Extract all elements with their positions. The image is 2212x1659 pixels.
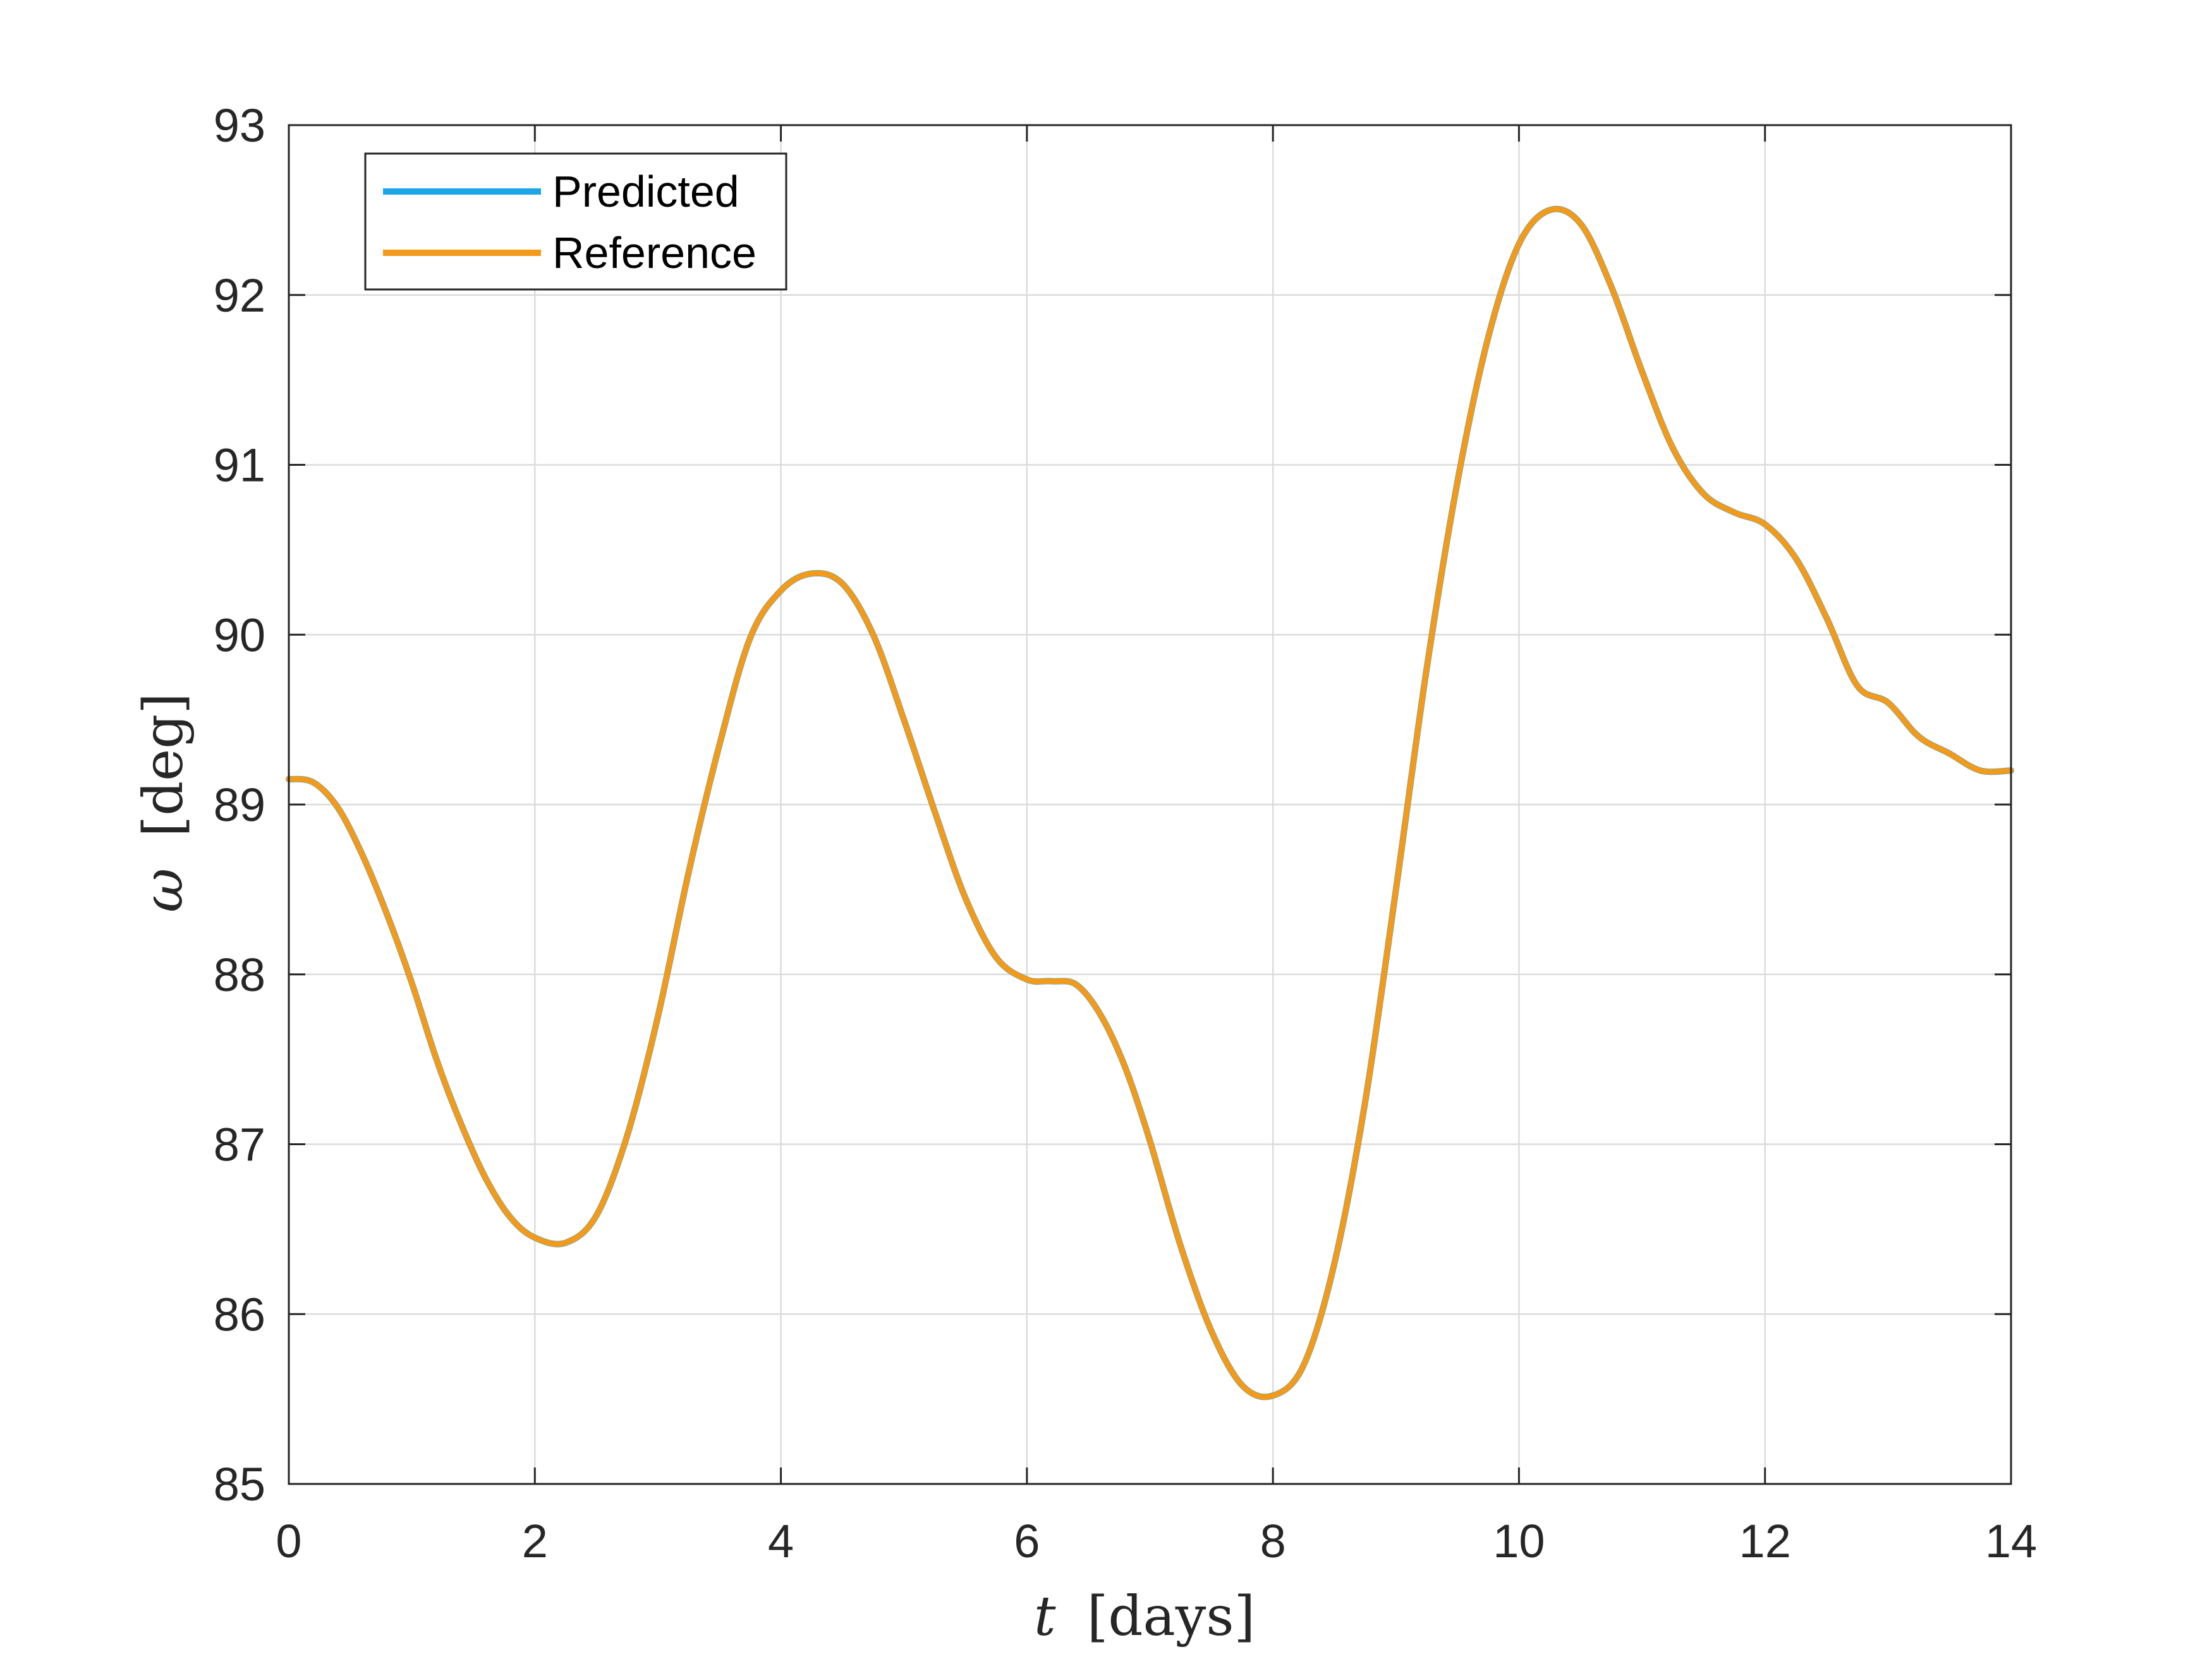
- axis-ticks: [288, 124, 2012, 1485]
- x-tick-label: 4: [768, 1515, 794, 1567]
- legend-label-predicted: Predicted: [552, 167, 739, 216]
- y-tick-label: 86: [214, 1288, 265, 1340]
- x-tick-label: 14: [1985, 1515, 2037, 1567]
- series-line-reference: [286, 206, 2014, 1400]
- legend: Predicted Reference: [364, 152, 787, 291]
- y-tick-label: 89: [214, 779, 265, 831]
- x-tick-label: 8: [1260, 1515, 1286, 1567]
- series-lines: [286, 205, 2014, 1401]
- y-axis-unit: [deg]: [132, 693, 195, 837]
- y-tick-labels: 85 86 87 88 89 90 91 92 93: [214, 99, 265, 1510]
- y-tick-label: 90: [214, 609, 265, 661]
- x-axis-label: t [days]: [1034, 1585, 1255, 1648]
- x-tick-labels: 0 2 4 6 8 10 12 14: [276, 1515, 2037, 1567]
- x-axis-unit: [days]: [1087, 1585, 1255, 1648]
- y-tick-label: 92: [214, 269, 265, 322]
- y-axis-symbol: ω: [132, 868, 195, 913]
- y-axis-label: ω [deg]: [132, 693, 195, 913]
- y-tick-label: 91: [214, 439, 265, 492]
- x-tick-label: 0: [276, 1515, 301, 1567]
- y-tick-label: 85: [214, 1458, 265, 1510]
- x-axis-symbol: t: [1034, 1585, 1056, 1648]
- legend-box: [364, 152, 787, 291]
- y-tick-label: 87: [214, 1119, 265, 1171]
- y-tick-label: 88: [214, 949, 265, 1001]
- x-tick-label: 12: [1739, 1515, 1791, 1567]
- x-tick-label: 2: [522, 1515, 548, 1567]
- x-tick-label: 6: [1014, 1515, 1040, 1567]
- x-tick-label: 10: [1493, 1515, 1545, 1567]
- legend-label-reference: Reference: [552, 228, 757, 277]
- y-tick-label: 93: [214, 99, 265, 152]
